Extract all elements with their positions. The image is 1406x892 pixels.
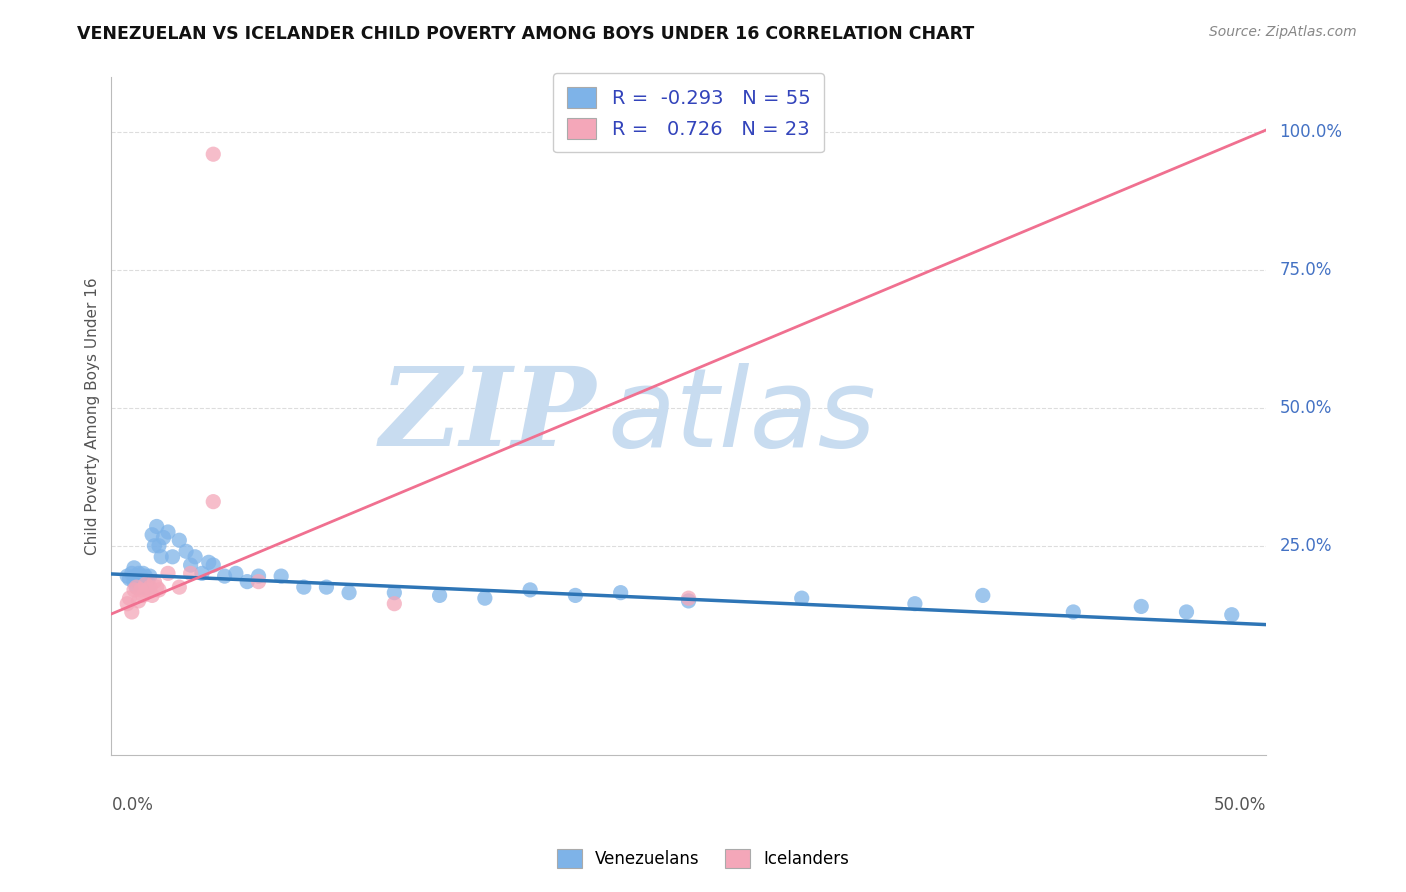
Point	[180, 566, 202, 581]
Point	[139, 580, 162, 594]
Point	[1062, 605, 1084, 619]
Point	[122, 574, 145, 589]
Point	[382, 597, 405, 611]
Point	[337, 585, 360, 599]
Point	[156, 566, 179, 581]
Point	[1220, 607, 1243, 622]
Text: 50.0%: 50.0%	[1279, 399, 1331, 417]
Point	[129, 582, 152, 597]
Point	[143, 574, 166, 589]
Point	[225, 566, 247, 581]
Point	[125, 580, 148, 594]
Text: 100.0%: 100.0%	[1279, 123, 1343, 141]
Point	[134, 580, 156, 594]
Point	[564, 589, 586, 603]
Text: 0.0%: 0.0%	[111, 796, 153, 814]
Point	[122, 561, 145, 575]
Text: VENEZUELAN VS ICELANDER CHILD POVERTY AMONG BOYS UNDER 16 CORRELATION CHART: VENEZUELAN VS ICELANDER CHILD POVERTY AM…	[77, 25, 974, 43]
Point	[117, 597, 139, 611]
Point	[609, 585, 631, 599]
Point	[128, 594, 150, 608]
Point	[134, 569, 156, 583]
Point	[152, 531, 174, 545]
Point	[141, 589, 163, 603]
Text: ZIP: ZIP	[380, 362, 596, 470]
Y-axis label: Child Poverty Among Boys Under 16: Child Poverty Among Boys Under 16	[86, 277, 100, 555]
Point	[247, 569, 270, 583]
Point	[519, 582, 541, 597]
Point	[162, 549, 184, 564]
Point	[125, 580, 148, 594]
Point	[474, 591, 496, 606]
Point	[139, 569, 162, 583]
Point	[678, 591, 700, 606]
Point	[1130, 599, 1153, 614]
Point	[136, 582, 159, 597]
Point	[117, 569, 139, 583]
Point	[429, 589, 451, 603]
Text: 50.0%: 50.0%	[1213, 796, 1265, 814]
Point	[141, 527, 163, 541]
Point	[678, 594, 700, 608]
Point	[1175, 605, 1198, 619]
Point	[174, 544, 197, 558]
Legend: Venezuelans, Icelanders: Venezuelans, Icelanders	[550, 843, 856, 875]
Point	[150, 549, 173, 564]
Point	[134, 577, 156, 591]
Point	[236, 574, 259, 589]
Point	[790, 591, 813, 606]
Point	[202, 147, 225, 161]
Point	[145, 519, 167, 533]
Point	[315, 580, 337, 594]
Text: 75.0%: 75.0%	[1279, 261, 1331, 279]
Text: Source: ZipAtlas.com: Source: ZipAtlas.com	[1209, 25, 1357, 39]
Point	[169, 533, 191, 548]
Point	[197, 555, 219, 569]
Point	[148, 582, 170, 597]
Point	[129, 569, 152, 583]
Point	[136, 574, 159, 589]
Point	[121, 605, 143, 619]
Text: 25.0%: 25.0%	[1279, 537, 1331, 555]
Point	[143, 539, 166, 553]
Point	[132, 566, 155, 581]
Point	[122, 582, 145, 597]
Point	[904, 597, 927, 611]
Point	[169, 580, 191, 594]
Text: atlas: atlas	[607, 363, 876, 470]
Point	[129, 580, 152, 594]
Point	[191, 566, 214, 581]
Point	[136, 580, 159, 594]
Point	[132, 589, 155, 603]
Point	[145, 580, 167, 594]
Point	[118, 591, 141, 606]
Point	[156, 524, 179, 539]
Point	[972, 589, 994, 603]
Point	[118, 572, 141, 586]
Point	[132, 577, 155, 591]
Point	[214, 569, 236, 583]
Point	[125, 569, 148, 583]
Point	[202, 558, 225, 572]
Point	[270, 569, 292, 583]
Point	[148, 539, 170, 553]
Legend: R =  -0.293   N = 55, R =   0.726   N = 23: R = -0.293 N = 55, R = 0.726 N = 23	[553, 73, 824, 153]
Point	[180, 558, 202, 572]
Point	[128, 566, 150, 581]
Point	[184, 549, 207, 564]
Point	[292, 580, 315, 594]
Point	[202, 494, 225, 508]
Point	[121, 566, 143, 581]
Point	[247, 574, 270, 589]
Point	[128, 574, 150, 589]
Point	[382, 585, 405, 599]
